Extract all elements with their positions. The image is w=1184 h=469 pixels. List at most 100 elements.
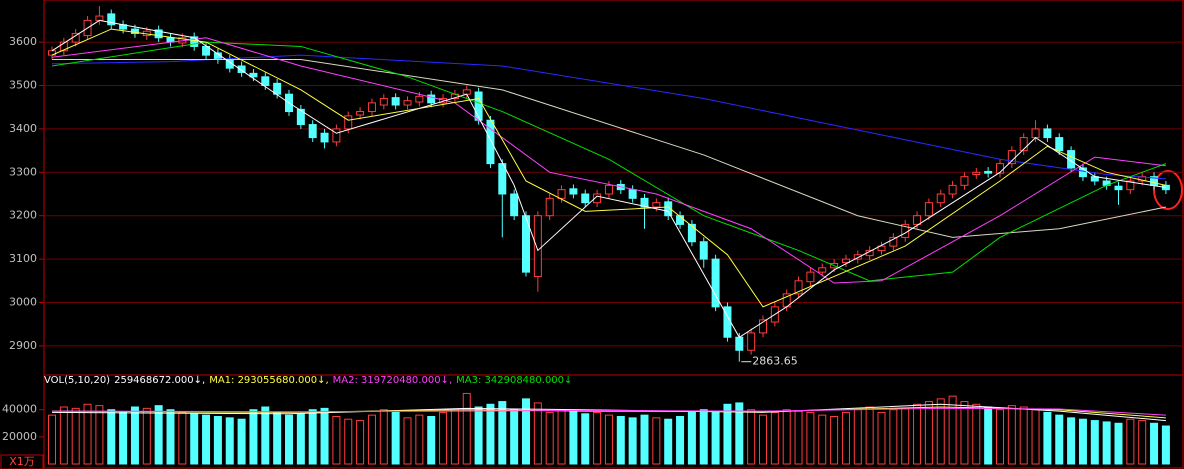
- candle-body: [960, 176, 969, 186]
- volume-bar: [356, 420, 365, 465]
- candle-body: [877, 245, 886, 251]
- candle-body: [391, 97, 400, 106]
- volume-bar: [735, 402, 744, 465]
- volume-bar: [687, 411, 696, 465]
- candle-body: [107, 13, 116, 26]
- volume-bar: [1161, 425, 1170, 465]
- candle-body: [415, 95, 424, 103]
- legend-entry: MA1: 293055680.000↓,: [209, 375, 329, 386]
- ma-line: [51, 37, 1166, 284]
- y-tick-label: 3200: [9, 209, 37, 222]
- candle-body: [557, 189, 566, 199]
- candle-body: [533, 215, 542, 277]
- volume-bar: [533, 402, 542, 465]
- candle-body: [261, 76, 270, 87]
- y-tick-label: 3400: [9, 122, 37, 135]
- candle-body: [403, 100, 412, 106]
- volume-bar: [924, 401, 933, 465]
- candle-body: [841, 258, 850, 264]
- candle-body: [853, 254, 862, 260]
- volume-bar: [142, 407, 151, 465]
- volume-bar: [391, 411, 400, 465]
- candle-body: [308, 124, 317, 139]
- volume-bar: [130, 406, 139, 465]
- legend-entry: MA2: 319720480.000↓,: [332, 375, 453, 386]
- volume-bar: [818, 414, 827, 465]
- volume-bar: [1067, 417, 1076, 465]
- volume-bar: [593, 411, 602, 465]
- unit-box: [0, 454, 44, 469]
- legend-entry: MA3: 342908480.000↓: [456, 375, 573, 386]
- volume-bar: [972, 403, 981, 465]
- candle-body: [699, 241, 708, 260]
- candle-body: [889, 236, 898, 247]
- volume-bar: [427, 416, 436, 465]
- candle-body: [735, 336, 744, 351]
- volume-bar: [1007, 405, 1016, 465]
- volume-bar: [285, 414, 293, 465]
- volume-bar: [996, 409, 1004, 465]
- volume-bar: [1055, 414, 1064, 465]
- volume-bar: [604, 414, 613, 465]
- candle-body: [1031, 128, 1040, 139]
- volume-bar: [522, 398, 530, 465]
- candle-body: [510, 193, 519, 217]
- candle-body: [593, 193, 602, 204]
- candle-body: [379, 98, 388, 106]
- candle-body: [652, 202, 661, 208]
- volume-bar: [806, 411, 815, 465]
- volume-bar: [178, 411, 187, 465]
- volume-bar: [403, 417, 412, 465]
- volume-bar: [213, 416, 222, 465]
- volume-bar: [1019, 406, 1028, 465]
- candle-body: [687, 223, 696, 243]
- volume-bar: [664, 418, 673, 465]
- volume-bar: [71, 407, 80, 465]
- volume-bar: [889, 409, 898, 465]
- y-tick-label: 3600: [9, 35, 37, 48]
- candle-body: [711, 258, 720, 308]
- ma-line: [51, 19, 1166, 338]
- candle-body: [1114, 185, 1123, 191]
- volume-bar: [1031, 409, 1040, 465]
- volume-bar: [652, 417, 661, 465]
- volume-bar: [95, 405, 104, 465]
- y-tick-label: 3000: [9, 296, 37, 309]
- volume-bar: [83, 403, 92, 465]
- volume-tick-label: 20000: [2, 430, 37, 443]
- candle-body: [190, 36, 199, 47]
- volume-bar: [699, 409, 708, 465]
- volume-bar: [853, 409, 862, 465]
- volume-bar: [450, 409, 459, 465]
- volume-bar: [379, 409, 388, 465]
- candle-body: [427, 94, 436, 104]
- volume-bar: [723, 403, 732, 465]
- candle-body: [249, 72, 258, 78]
- volume-bar: [202, 414, 211, 465]
- volume-bar: [273, 411, 282, 465]
- low-label: 2863.65: [752, 355, 798, 368]
- volume-bar: [48, 414, 56, 465]
- volume-bar: [1090, 420, 1099, 465]
- candle-body: [569, 188, 578, 195]
- candle-body: [498, 163, 507, 195]
- candle-body: [1019, 137, 1028, 152]
- candle-body: [948, 184, 957, 195]
- volume-bar: [344, 418, 353, 465]
- candle-body: [296, 108, 305, 126]
- volume-bar: [640, 414, 649, 465]
- candle-body: [545, 197, 554, 217]
- candle-body: [154, 29, 163, 39]
- candle-body: [59, 41, 68, 52]
- volume-bar: [439, 411, 448, 465]
- volume-bar: [545, 411, 554, 465]
- candle-body: [604, 184, 613, 195]
- candle-body: [237, 65, 246, 73]
- candle-body: [486, 119, 495, 165]
- candle-body: [924, 202, 933, 217]
- legend-entry: VOL(5,10,20): [44, 375, 111, 386]
- ma-line: [52, 58, 1166, 238]
- y-tick-label: 3500: [9, 79, 37, 92]
- volume-bar: [948, 395, 957, 465]
